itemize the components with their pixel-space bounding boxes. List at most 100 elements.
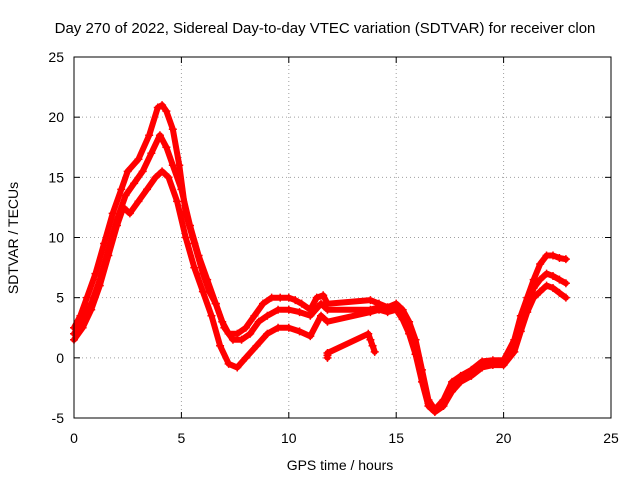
data-point bbox=[323, 349, 332, 358]
data-point bbox=[323, 317, 332, 326]
data-point bbox=[555, 253, 564, 262]
data-point bbox=[267, 293, 276, 302]
data-point bbox=[123, 167, 132, 176]
data-point bbox=[134, 155, 143, 164]
data-point bbox=[220, 323, 229, 332]
data-point bbox=[510, 347, 519, 356]
data-point bbox=[284, 305, 293, 314]
data-point bbox=[561, 255, 570, 264]
chart-title: Day 270 of 2022, Sidereal Day-to-day VTE… bbox=[55, 20, 596, 37]
data-point bbox=[291, 296, 300, 305]
data-point bbox=[158, 167, 167, 176]
data-point bbox=[168, 125, 177, 134]
data-point bbox=[224, 359, 233, 368]
data-point bbox=[254, 317, 263, 326]
data-point bbox=[364, 329, 373, 338]
data-point bbox=[430, 407, 439, 416]
data-point bbox=[439, 401, 448, 410]
data-point bbox=[162, 107, 171, 116]
data-point bbox=[542, 269, 551, 278]
series-lower bbox=[70, 167, 570, 416]
data-point bbox=[134, 197, 143, 206]
data-point bbox=[306, 311, 315, 320]
grid-lines bbox=[74, 57, 611, 418]
data-point bbox=[284, 293, 293, 302]
data-point bbox=[323, 305, 332, 314]
data-point bbox=[317, 311, 326, 320]
data-point bbox=[194, 251, 203, 260]
data-point bbox=[488, 361, 497, 370]
data-point bbox=[561, 279, 570, 288]
series-isolated bbox=[323, 329, 379, 362]
axis-ticks: 0 5 10 15 20 25 -5 0 5 10 15 20 25 bbox=[48, 49, 619, 446]
x-axis-label: GPS time / hours bbox=[287, 457, 394, 473]
x-tick-label: 0 bbox=[70, 430, 78, 446]
data-point bbox=[306, 332, 315, 341]
series-trace bbox=[71, 132, 569, 414]
data-point bbox=[143, 185, 152, 194]
data-point bbox=[252, 341, 261, 350]
data-point bbox=[119, 203, 128, 212]
data-point bbox=[82, 293, 91, 302]
data-point bbox=[250, 311, 259, 320]
data-point bbox=[164, 173, 173, 182]
data-point bbox=[467, 371, 476, 380]
data-point bbox=[153, 103, 162, 112]
y-tick-label: 10 bbox=[48, 230, 64, 246]
data-point bbox=[78, 323, 87, 332]
data-point bbox=[319, 291, 328, 300]
x-tick-label: 15 bbox=[388, 430, 404, 446]
data-point bbox=[555, 288, 564, 297]
data-point bbox=[529, 293, 538, 302]
y-tick-label: 20 bbox=[48, 109, 64, 125]
data-point bbox=[366, 308, 375, 317]
data-point bbox=[138, 167, 147, 176]
x-tick-label: 25 bbox=[603, 430, 619, 446]
data-point bbox=[536, 275, 545, 284]
data-point bbox=[398, 315, 407, 324]
data-point bbox=[100, 239, 109, 248]
data-point bbox=[366, 335, 375, 344]
data-point bbox=[317, 299, 326, 308]
data-point bbox=[370, 347, 379, 356]
data-point bbox=[185, 221, 194, 230]
data-point bbox=[203, 275, 212, 284]
data-point bbox=[145, 131, 154, 140]
y-tick-label: 5 bbox=[56, 290, 64, 306]
y-tick-label: 15 bbox=[48, 169, 64, 185]
data-point bbox=[177, 185, 186, 194]
data-point bbox=[529, 284, 538, 293]
data-point bbox=[276, 293, 285, 302]
data-point bbox=[198, 287, 207, 296]
data-point bbox=[383, 308, 392, 317]
data-point bbox=[155, 131, 164, 140]
x-tick-label: 5 bbox=[178, 430, 186, 446]
data-point bbox=[555, 275, 564, 284]
series-trace bbox=[71, 168, 569, 415]
data-point bbox=[456, 377, 465, 386]
data-point bbox=[130, 179, 139, 188]
data-point bbox=[91, 269, 100, 278]
data-point bbox=[274, 323, 283, 332]
data-point bbox=[411, 350, 420, 359]
data-points bbox=[70, 101, 570, 416]
data-point bbox=[117, 185, 126, 194]
data-point bbox=[366, 296, 375, 305]
data-point bbox=[516, 327, 525, 336]
data-point bbox=[448, 387, 457, 396]
data-point bbox=[297, 299, 306, 308]
data-point bbox=[284, 323, 293, 332]
data-point bbox=[112, 221, 121, 230]
data-point bbox=[392, 305, 401, 314]
data-point bbox=[207, 311, 216, 320]
data-point bbox=[158, 101, 167, 110]
data-point bbox=[147, 149, 156, 158]
data-point bbox=[405, 329, 414, 338]
data-point bbox=[368, 341, 377, 350]
data-point bbox=[263, 311, 272, 320]
data-point bbox=[173, 197, 182, 206]
data-point bbox=[542, 281, 551, 290]
data-point bbox=[87, 305, 96, 314]
data-point bbox=[523, 308, 532, 317]
